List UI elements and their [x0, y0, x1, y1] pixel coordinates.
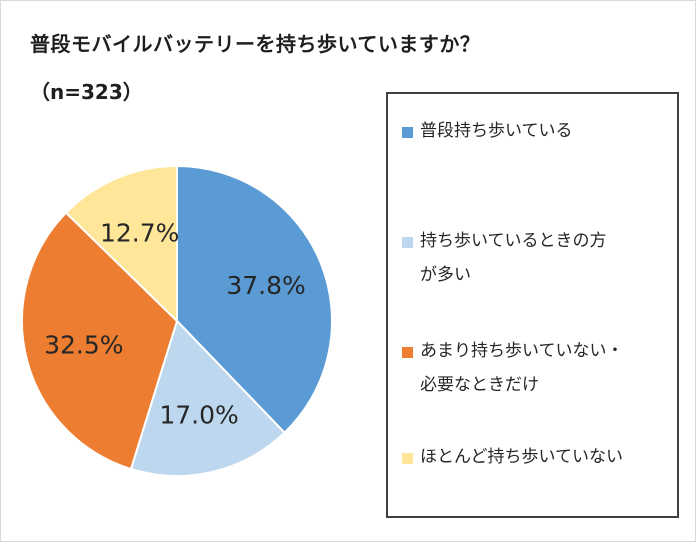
- legend-swatch: [402, 127, 413, 138]
- legend-label: 持ち歩いているときの方 が多い: [420, 231, 607, 285]
- legend-swatch: [402, 347, 413, 358]
- legend-label: ほとんど持ち歩いていない: [420, 447, 623, 467]
- chart-title: 普段モバイルバッテリーを持ち歩いていますか？: [30, 32, 481, 56]
- legend-swatch: [402, 237, 413, 248]
- pie-data-label: 17.0%: [159, 401, 238, 430]
- legend-label: 普段持ち歩いている: [420, 121, 573, 141]
- pie-data-label: 32.5%: [44, 331, 123, 360]
- pie-data-label: 12.7%: [100, 218, 179, 247]
- chart-subtitle: （n=323）: [30, 80, 143, 104]
- pie-slice-never: [64, 164, 178, 324]
- chart-legend: 普段持ち歩いている 持ち歩いているときの方 が多い あまり持ち歩いていない・ 必…: [386, 92, 679, 518]
- pie-data-label: 37.8%: [226, 271, 305, 300]
- pie-slice-mostly: [129, 319, 286, 477]
- pie-slice-always: [176, 164, 333, 435]
- legend-label: あまり持ち歩いていない・ 必要なときだけ: [420, 341, 624, 395]
- pie-slice-rarely: [21, 211, 179, 471]
- legend-swatch: [402, 453, 413, 464]
